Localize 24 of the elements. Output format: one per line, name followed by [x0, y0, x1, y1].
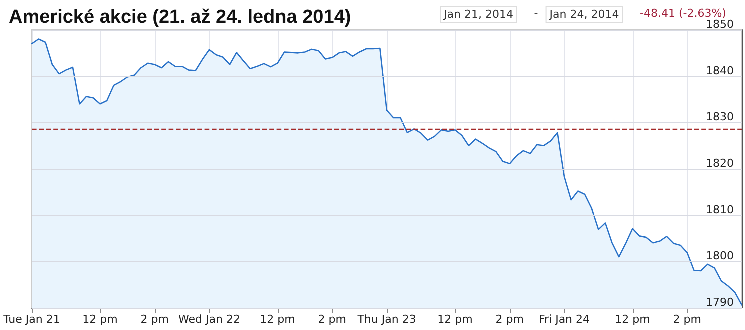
- x-tick-label: Thu Jan 23: [356, 313, 416, 326]
- y-tick-label: 1810: [706, 203, 734, 216]
- x-tick-label: 12 pm: [615, 313, 650, 326]
- y-tick-label: 1850: [706, 18, 734, 31]
- x-tick-label: Tue Jan 21: [2, 313, 60, 326]
- chart-title: Americké akcie (21. až 24. ledna 2014): [9, 7, 352, 28]
- x-tick-label: 2 pm: [673, 313, 702, 326]
- text: -48.41 (-2.63%): [640, 7, 726, 20]
- y-tick-label: 1830: [706, 110, 734, 124]
- x-tick-label: 2 pm: [496, 313, 524, 326]
- y-tick-label: 1840: [706, 64, 734, 78]
- x-tick-label: 12 pm: [438, 313, 473, 326]
- y-tick-label: 1820: [706, 157, 734, 170]
- text: Jan 21, 2014: [443, 8, 514, 21]
- text: Jan 24, 2014: [548, 8, 620, 21]
- y-tick-label: 1800: [706, 250, 734, 263]
- x-tick-label: 2 pm: [140, 313, 169, 326]
- x-tick-label: Fri Jan 24: [538, 313, 590, 326]
- x-tick-label: 12 pm: [260, 313, 296, 326]
- x-tick-label: Wed Jan 22: [178, 313, 240, 326]
- y-tick-label: 1790: [706, 296, 734, 309]
- x-tick-label: 12 pm: [82, 313, 118, 326]
- x-tick-label: 2 pm: [318, 313, 346, 326]
- text: -: [534, 7, 538, 20]
